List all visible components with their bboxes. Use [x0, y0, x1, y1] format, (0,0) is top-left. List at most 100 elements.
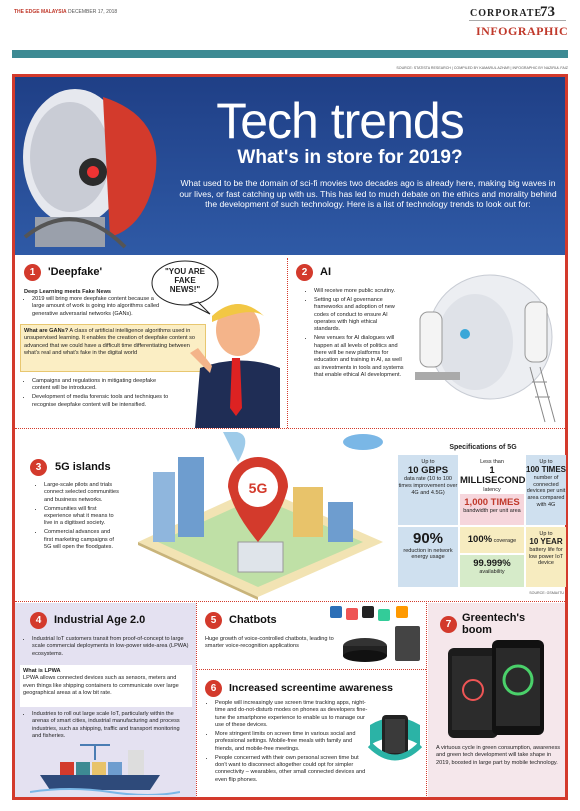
bullet: Development of media forensic tools and …: [32, 394, 174, 409]
spec-text: latency: [483, 486, 501, 493]
phones-illustration: [448, 640, 544, 738]
bullet: Will receive more public scrutiny.: [314, 288, 404, 295]
ai-illustration: [415, 274, 556, 423]
box-title: What are GANs?: [24, 328, 69, 334]
spec-text: bandwidth per unit area: [463, 508, 521, 515]
spec-cell: 100% coverage: [460, 527, 524, 553]
section-text: Huge growth of voice-controlled chatbots…: [205, 636, 334, 650]
spec-value: 100%: [467, 534, 493, 545]
section-title: Industrial Age 2.0: [54, 614, 146, 626]
subtitle: What's in store for 2019?: [237, 147, 463, 168]
spec-cell: 99.999% availability: [460, 555, 524, 587]
bullet: Large-scale pilots and trials connect se…: [44, 482, 120, 504]
spec-pre: Up to: [421, 459, 435, 465]
divider: [426, 603, 427, 798]
intro: What used to be the domain of sci-fi mov…: [179, 178, 557, 210]
spec-value: 10 GBPS: [407, 464, 449, 476]
bullets: Will receive more public scrutiny. Settin…: [306, 288, 404, 381]
section-number: 5: [205, 612, 222, 629]
spec-text: battery life for low power IoT device: [528, 546, 564, 567]
section-title: Greentech's boom: [462, 612, 526, 637]
pin-label: 5G: [248, 480, 268, 496]
section-number: 1: [24, 264, 41, 281]
specs-source: SOURCE: GSMA/ITU: [529, 591, 564, 595]
infographic-label: INFOGRAPHIC: [476, 24, 569, 38]
section-title: Increased screentime awareness: [229, 682, 394, 694]
devices-illustration: [330, 606, 420, 662]
bullets: Campaigns and regulations in mitigating …: [24, 378, 174, 411]
bullet: People will increasingly use screen time…: [215, 700, 369, 730]
spec-value: 90%: [412, 530, 444, 547]
bullet: More stringent limits on screen time in …: [215, 731, 369, 753]
section-text: A virtuous cycle in green consumption, a…: [436, 745, 561, 766]
info-box: What is LPWA LPWA allows connected device…: [20, 665, 192, 707]
spec-value: 10 YEAR: [529, 536, 563, 546]
divider: [197, 669, 426, 670]
section-title: Chatbots: [229, 614, 277, 626]
spec-cell: Up to 100 TIMES number of connected device…: [526, 455, 566, 525]
masthead: THE EDGE MALAYSIA DECEMBER 17, 2018: [14, 9, 117, 15]
publication: THE EDGE MALAYSIA: [14, 9, 67, 15]
spec-cell: Up to 10 GBPS data rate (10 to 100 times i…: [398, 455, 458, 525]
spec-pre: Up to: [539, 531, 553, 537]
spec-value: 1 MILLISECOND: [460, 464, 526, 487]
trump-illustration: [151, 260, 280, 428]
section-label: CORPORATE: [470, 8, 543, 19]
spec-cell: 90% reduction in network energy usage: [398, 527, 458, 587]
spec-pre: Less than: [480, 459, 504, 465]
teal-bar: [12, 50, 568, 58]
bullet: People concerned with their own personal…: [215, 755, 369, 785]
section-number: 3: [30, 459, 47, 476]
spec-value: 100 TIMES: [526, 464, 567, 474]
date: DECEMBER 17, 2018: [68, 9, 118, 15]
spec-text: number of connected devices per unit are…: [526, 474, 566, 509]
section-number: 4: [30, 612, 47, 629]
bullet: Setting up of AI governance frameworks a…: [314, 297, 404, 334]
spec-value: 99.999%: [473, 558, 511, 569]
section-subtitle: Deep Learning meets Fake News: [24, 289, 112, 295]
city-illustration: [138, 432, 383, 600]
bullet: New venues for AI dialogues will happen …: [314, 335, 404, 379]
spec-cell: 1,000 TIMES bandwidth per unit area: [460, 494, 524, 525]
bullets: 2019 will bring more deepfake content be…: [24, 296, 164, 320]
robot-head: [23, 89, 157, 249]
spec-text: availability: [479, 569, 505, 576]
section-number: 2: [296, 264, 313, 281]
bullet: Commercial advances and first marketing …: [44, 529, 120, 551]
bullets: Industries to roll out large scale IoT, …: [24, 711, 190, 742]
box-text: LPWA allows connected devices such as se…: [23, 675, 179, 697]
spec-cell: Up to 10 YEAR battery life for low power I…: [526, 527, 566, 587]
divider: [287, 258, 288, 428]
spec-text: data rate (10 to 100 times improvement o…: [398, 476, 458, 497]
section-title: 5G islands: [55, 461, 111, 473]
section-title: AI: [320, 266, 331, 278]
speech-bubble: "YOU ARE FAKE NEWS!": [165, 267, 205, 294]
bullet: 2019 will bring more deepfake content be…: [32, 296, 164, 318]
credits: SOURCE: STATISTA RESEARCH | COMPILED BY …: [396, 66, 568, 70]
bullet: Communities will first experience what i…: [44, 506, 120, 528]
spec-pre: Up to: [539, 459, 553, 465]
section-number: 6: [205, 680, 222, 697]
spec-text: coverage: [493, 538, 517, 544]
specs-title: Specifications of 5G: [449, 444, 517, 451]
spec-cell: Less than 1 MILLISECOND latency: [460, 455, 526, 493]
frame: [12, 74, 568, 800]
info-box: What are GANs? A class of artificial int…: [20, 324, 206, 372]
page-number: 73: [540, 4, 555, 20]
bullet: Industries to roll out large scale IoT, …: [32, 711, 190, 741]
bullet: Industrial IoT customers transit from pr…: [32, 636, 190, 658]
bullets: Industrial IoT customers transit from pr…: [24, 636, 190, 660]
bullet: Campaigns and regulations in mitigating …: [32, 378, 174, 393]
spec-text: reduction in network energy usage: [403, 547, 453, 561]
title: Tech trends: [216, 93, 464, 149]
bullets: People will increasingly use screen time…: [207, 700, 369, 786]
divider: [15, 601, 565, 602]
bullets: Large-scale pilots and trials connect se…: [36, 482, 120, 553]
divider: [196, 603, 197, 798]
rule: [469, 20, 566, 21]
fitness-band: [367, 715, 423, 761]
divider: [15, 428, 565, 429]
section-number: 7: [440, 616, 457, 633]
ship-illustration: [30, 744, 180, 795]
